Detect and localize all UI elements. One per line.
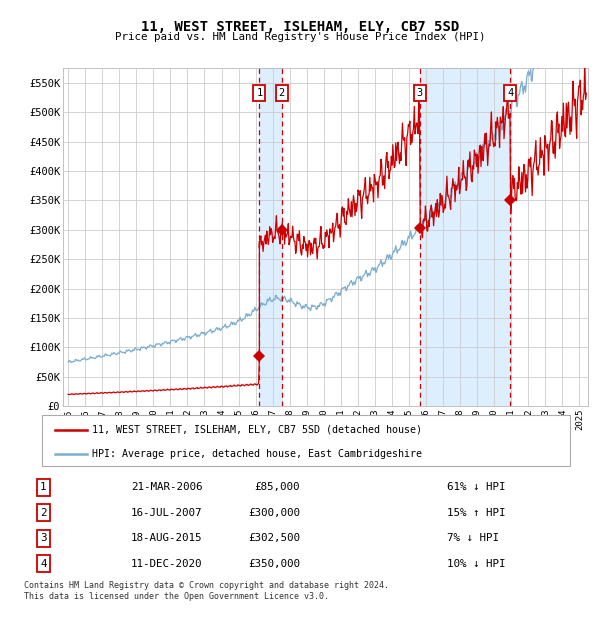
- Text: 1: 1: [40, 482, 47, 492]
- Text: 3: 3: [416, 88, 423, 98]
- Text: 3: 3: [40, 533, 47, 543]
- Text: 61% ↓ HPI: 61% ↓ HPI: [446, 482, 505, 492]
- Bar: [259, 68, 282, 406]
- Text: 4: 4: [508, 88, 514, 98]
- Text: 11, WEST STREET, ISLEHAM, ELY, CB7 5SD (detached house): 11, WEST STREET, ISLEHAM, ELY, CB7 5SD (…: [92, 425, 422, 435]
- Text: 2: 2: [40, 508, 47, 518]
- Text: £350,000: £350,000: [248, 559, 300, 569]
- Text: Price paid vs. HM Land Registry's House Price Index (HPI): Price paid vs. HM Land Registry's House …: [115, 32, 485, 42]
- Text: 4: 4: [40, 559, 47, 569]
- Text: 2: 2: [279, 88, 285, 98]
- Text: 16-JUL-2007: 16-JUL-2007: [131, 508, 202, 518]
- Text: £302,500: £302,500: [248, 533, 300, 543]
- Text: 11-DEC-2020: 11-DEC-2020: [131, 559, 202, 569]
- Text: £300,000: £300,000: [248, 508, 300, 518]
- Text: £85,000: £85,000: [254, 482, 300, 492]
- Text: 11, WEST STREET, ISLEHAM, ELY, CB7 5SD: 11, WEST STREET, ISLEHAM, ELY, CB7 5SD: [141, 20, 459, 34]
- Text: 21-MAR-2006: 21-MAR-2006: [131, 482, 202, 492]
- Text: 1: 1: [256, 88, 262, 98]
- Text: 15% ↑ HPI: 15% ↑ HPI: [446, 508, 505, 518]
- Text: Contains HM Land Registry data © Crown copyright and database right 2024.: Contains HM Land Registry data © Crown c…: [24, 581, 389, 590]
- FancyBboxPatch shape: [42, 415, 570, 466]
- Text: 10% ↓ HPI: 10% ↓ HPI: [446, 559, 505, 569]
- Bar: [420, 68, 511, 406]
- Text: HPI: Average price, detached house, East Cambridgeshire: HPI: Average price, detached house, East…: [92, 448, 422, 459]
- Text: 7% ↓ HPI: 7% ↓ HPI: [446, 533, 499, 543]
- Text: This data is licensed under the Open Government Licence v3.0.: This data is licensed under the Open Gov…: [24, 592, 329, 601]
- Text: 18-AUG-2015: 18-AUG-2015: [131, 533, 202, 543]
